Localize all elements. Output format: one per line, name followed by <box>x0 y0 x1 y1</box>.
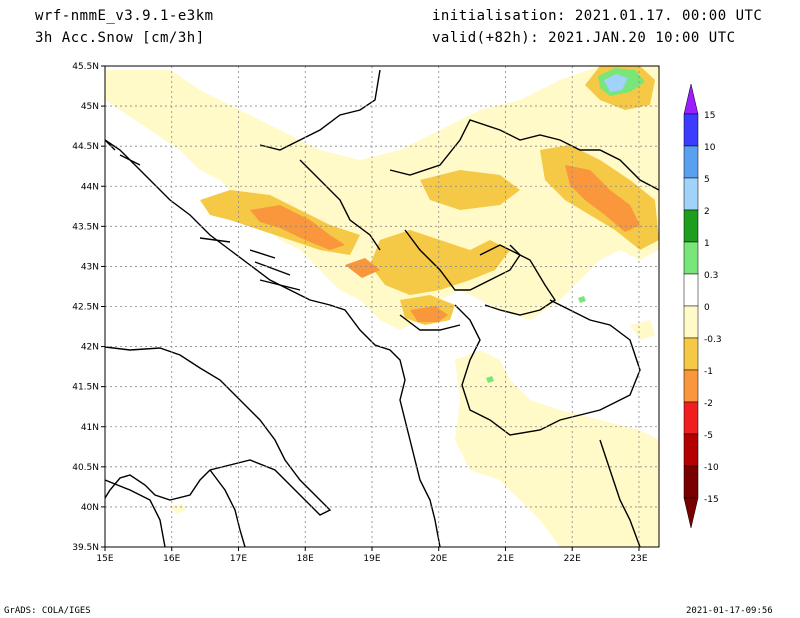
colorbar-swatch <box>683 465 699 499</box>
snow-field <box>105 66 659 547</box>
lat-tick-label: 40N <box>81 503 99 513</box>
colorbar-label: 0.3 <box>704 271 718 281</box>
snow-band-light <box>105 66 659 547</box>
field-name: 3h Acc.Snow [cm/3h] <box>35 30 205 46</box>
lon-tick-label: 21E <box>497 554 514 564</box>
colorbar-label: 5 <box>704 175 710 185</box>
lon-tick-label: 15E <box>96 554 113 564</box>
lat-tick-label: 45.5N <box>72 62 99 72</box>
colorbar-swatch <box>683 145 699 179</box>
colorbar-swatch <box>683 369 699 403</box>
colorbar-swatch <box>683 241 699 275</box>
lat-tick-label: 43.5N <box>72 222 99 232</box>
lat-tick-label: 39.5N <box>72 543 99 553</box>
lon-tick-label: 20E <box>430 554 447 564</box>
lat-tick-label: 44.5N <box>72 142 99 152</box>
init-time: initialisation: 2021.01.17. 00:00 UTC <box>432 8 763 24</box>
colorbar-swatch <box>683 113 699 147</box>
colorbar-label: 2 <box>704 207 710 217</box>
lat-tick-label: 44N <box>81 182 99 192</box>
colorbar-swatch <box>683 177 699 211</box>
footer-credit: GrADS: COLA/IGES <box>4 606 91 616</box>
colorbar-swatch <box>683 337 699 371</box>
colorbar-label: -2 <box>704 399 713 409</box>
colorbar-bottom-arrow <box>683 497 699 529</box>
lat-axis: 45.5N 45N 44.5N 44N 43.5N 43N 42.5N 42N 41.5N 41N… <box>72 62 105 553</box>
lon-tick-label: 16E <box>163 554 180 564</box>
lon-tick-label: 19E <box>363 554 380 564</box>
colorbar-label: 10 <box>704 143 716 153</box>
colorbar-label: -10 <box>704 463 719 473</box>
colorbar-label: -0.3 <box>704 335 722 345</box>
colorbar-label: -5 <box>704 431 713 441</box>
colorbar-label: 15 <box>704 111 715 121</box>
colorbar-swatch <box>683 305 699 339</box>
model-name: wrf-nmmE_v3.9.1-e3km <box>35 8 214 24</box>
footer-timestamp: 2021-01-17-09:56 <box>686 606 773 616</box>
lat-tick-label: 41N <box>81 423 99 433</box>
lon-tick-label: 17E <box>230 554 247 564</box>
valid-time: valid(+82h): 2021.JAN.20 10:00 UTC <box>432 30 736 46</box>
colorbar-swatch <box>683 401 699 435</box>
lon-axis: 15E 16E 17E 18E 19E 20E 21E 22E 23E <box>96 547 648 564</box>
lon-tick-label: 23E <box>630 554 647 564</box>
snow-band-heavy <box>250 165 640 322</box>
lon-tick-label: 18E <box>297 554 314 564</box>
coastlines-borders <box>105 69 659 547</box>
colorbar-swatch <box>683 433 699 467</box>
lat-tick-label: 42N <box>81 343 99 353</box>
colorbar: 15 10 5 2 1 0.3 0 -0.3 -1 -2 -5 -10 -15 <box>683 83 722 529</box>
colorbar-label: 0 <box>704 303 710 313</box>
colorbar-top-arrow <box>683 83 699 115</box>
lon-tick-label: 22E <box>564 554 581 564</box>
colorbar-label: 1 <box>704 239 710 249</box>
colorbar-label: -15 <box>704 495 719 505</box>
lat-tick-label: 42.5N <box>72 303 99 313</box>
lat-tick-label: 40.5N <box>72 463 99 473</box>
colorbar-swatch <box>683 209 699 243</box>
lat-tick-label: 41.5N <box>72 383 99 393</box>
colorbar-swatch <box>683 273 699 307</box>
lat-tick-label: 43N <box>81 262 99 272</box>
snow-band-positive <box>486 68 645 383</box>
colorbar-label: -1 <box>704 367 713 377</box>
lat-tick-label: 45N <box>81 102 99 112</box>
graticule <box>105 66 659 547</box>
